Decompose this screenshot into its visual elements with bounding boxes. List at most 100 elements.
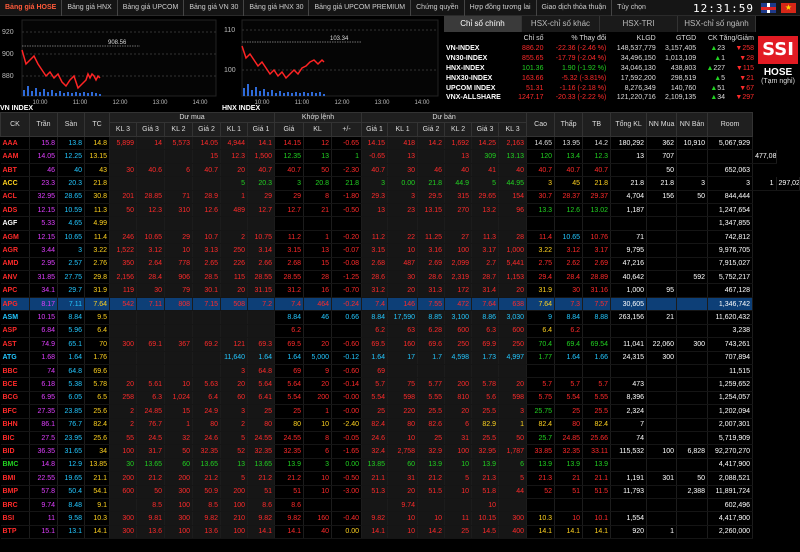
stock-row[interactable]: BBC 74 64.8 69.6 3 64.8 69 9 -0.60 69 11,515 xyxy=(0,364,800,379)
stock-symbol[interactable]: BBC xyxy=(0,364,30,379)
stock-row[interactable]: BIC 27.5 23.95 25.6 55 24.5 32 24.6 5 24.55 24.55 8… xyxy=(0,431,800,446)
col-header[interactable]: KL 3 xyxy=(498,122,528,137)
index-tab[interactable]: HSX-chỉ số ngành xyxy=(678,16,756,32)
col-header[interactable]: Giá 3 xyxy=(136,122,165,137)
stock-row[interactable]: ACL 32.95 28.65 30.8 201 28.85 71 28.9 1 29 29 8 -1.… xyxy=(0,190,800,205)
col-header[interactable]: Tổng KL xyxy=(610,112,648,137)
stock-symbol[interactable]: AGF xyxy=(0,216,30,231)
stock-symbol[interactable]: ACL xyxy=(0,190,30,205)
index-row[interactable]: VN30-INDEX 855.65 -17.79 (-2.04 %) 34,496,1… xyxy=(444,54,756,64)
stock-row[interactable]: ASM 10.15 8.84 9.5 8.84 46 0.66 8.84 17,590 8.85 3… xyxy=(0,310,800,325)
nav-item[interactable]: Bảng giá UPCOM PREMIUM xyxy=(309,0,412,16)
stock-symbol[interactable]: BFC xyxy=(0,404,30,419)
col-header[interactable]: NN Mua xyxy=(646,112,678,137)
stock-row[interactable]: BMI 22.55 19.65 21.1 200 21.2 200 21.2 5 21.2 21.2… xyxy=(0,471,800,486)
stock-symbol[interactable]: AST xyxy=(0,337,30,352)
uk-flag-icon[interactable] xyxy=(761,3,776,13)
nav-item[interactable]: Bảng giá HNX xyxy=(62,0,118,16)
nav-item[interactable]: Bảng giá VN 30 xyxy=(184,0,245,16)
nav-item[interactable]: Chứng quyền xyxy=(411,0,465,16)
col-header[interactable]: TC xyxy=(84,112,110,137)
stock-symbol[interactable]: BIC xyxy=(0,431,30,446)
stock-symbol[interactable]: BCG xyxy=(0,391,30,406)
index-row[interactable]: VN-INDEX 886.20 -22.36 (-2.46 %) 148,537,77… xyxy=(444,44,756,54)
stock-row[interactable]: BID 36.35 31.65 34 100 31.7 50 32.35 52 32.35 32.3… xyxy=(0,444,800,459)
stock-symbol[interactable]: AAA xyxy=(0,136,30,151)
col-header[interactable]: KL xyxy=(303,122,332,137)
stock-row[interactable]: APG 8.17 7.11 7.64 542 7.11 808 7.15 508 7.2 7.4 46… xyxy=(0,297,800,312)
stock-row[interactable]: ATG 1.68 1.64 1.76 11,640 1.64 1.64 5,000 -0.12 1… xyxy=(0,351,800,365)
stock-row[interactable]: BTP 15.1 13.1 14.1 300 13.6 100 13.6 100 14.1 14.1… xyxy=(0,525,800,540)
col-header[interactable]: KL 1 xyxy=(387,122,419,137)
stock-symbol[interactable]: BMI xyxy=(0,471,30,486)
stock-row[interactable]: AAM 14.05 12.25 13.15 15 12.3 1,500 12.35 13 1 -0.… xyxy=(0,149,800,164)
col-header[interactable]: Giá 2 xyxy=(192,122,221,137)
stock-row[interactable]: AST 74.9 65.1 70 300 69.1 367 69.2 121 69.3 69.5 20… xyxy=(0,337,800,352)
col-header[interactable]: KL 1 xyxy=(220,122,248,137)
stock-row[interactable]: BSI 11 9.58 10.3 300 9.81 300 9.82 210 9.82 9.82 16… xyxy=(0,511,800,526)
stock-row[interactable]: BCG 6.95 6.05 6.5 258 6.3 1,024 6.4 60 6.41 5.54 20… xyxy=(0,391,800,406)
stock-row[interactable]: AMD 2.95 2.57 2.76 350 2.64 778 2.65 226 2.66 2.68… xyxy=(0,257,800,272)
nav-item[interactable]: Bảng giá HOSE xyxy=(0,0,63,16)
stock-symbol[interactable]: ASM xyxy=(0,310,30,325)
index-tab[interactable]: Chỉ số chính xyxy=(444,16,522,32)
stock-symbol[interactable]: BSI xyxy=(0,511,30,526)
stock-row[interactable]: APC 34.1 29.7 31.9 119 30 79 30.1 20 31.15 31.2 16-… xyxy=(0,283,800,298)
stock-symbol[interactable]: ABT xyxy=(0,163,30,178)
stock-symbol[interactable]: ANV xyxy=(0,270,30,285)
stock-symbol[interactable]: AGR xyxy=(0,243,30,258)
stock-symbol[interactable]: BID xyxy=(0,444,30,459)
stock-symbol[interactable]: APG xyxy=(0,297,30,312)
stock-symbol[interactable]: AMD xyxy=(0,257,30,272)
group-header-matched[interactable]: Khớp lệnh xyxy=(273,112,363,123)
stock-symbol[interactable]: BHN xyxy=(0,418,30,432)
nav-item[interactable]: Bảng giá UPCOM xyxy=(118,0,185,16)
stock-row[interactable]: ADS 12.15 10.59 11.3 50 12.3 310 12.6 489 12.7 12.… xyxy=(0,203,800,218)
index-row[interactable]: UPCOM INDEX 51.31 -1.16 (-2.18 %) 8,276,349… xyxy=(444,83,756,93)
col-header[interactable]: Giá 2 xyxy=(417,122,446,137)
stock-symbol[interactable]: AGM xyxy=(0,230,30,245)
stock-symbol[interactable]: ATG xyxy=(0,351,30,365)
stock-row[interactable]: BCE 6.18 5.38 5.78 20 5.61 10 5.63 20 5.64 5.64 20-… xyxy=(0,377,800,392)
col-header[interactable]: Giá xyxy=(274,122,304,137)
stock-row[interactable]: AGR 3.44 3 3.22 1,522 3.12 10 3.13 250 3.14 3.15 13… xyxy=(0,243,800,258)
stock-row[interactable]: ASP 6.84 5.96 6.4 6.2 6.2 63 6.28 600 6.3 600 6.4 6.… xyxy=(0,324,800,339)
stock-symbol[interactable]: BMP xyxy=(0,485,30,499)
stock-symbol[interactable]: BCE xyxy=(0,377,30,392)
stock-symbol[interactable]: AAM xyxy=(0,149,30,164)
stock-symbol[interactable]: BMC xyxy=(0,458,30,473)
stock-row[interactable]: AAA 15.8 13.8 14.8 5,899 14 5,573 14.05 4,944 14.… xyxy=(0,136,800,151)
col-header[interactable]: Trần xyxy=(29,112,58,137)
nav-item[interactable]: Tùy chọn xyxy=(617,3,646,11)
nav-item[interactable]: Giao dịch thỏa thuận xyxy=(537,0,613,16)
stock-row[interactable]: BRC 9.74 8.48 9.1 8.5 100 8.5 100 8.6 8.6 9.74 10 60… xyxy=(0,498,800,513)
stock-symbol[interactable]: BRC xyxy=(0,498,30,513)
index-row[interactable]: HNX30-INDEX 163.66 -5.32 (-3.81%) 17,592,20… xyxy=(444,73,756,83)
group-header-asks[interactable]: Dư bán xyxy=(361,112,528,123)
col-header[interactable]: Sàn xyxy=(57,112,85,137)
stock-symbol[interactable]: ACC xyxy=(0,176,30,191)
col-header[interactable]: TB xyxy=(582,112,612,137)
stock-row[interactable]: ANV 31.85 27.75 29.8 2,156 28.4 906 28.5 115 28.5… xyxy=(0,270,800,285)
stock-symbol[interactable]: APC xyxy=(0,283,30,298)
stock-row[interactable]: ACC 23.3 20.3 21.8 5 20.3 3 20.8 21.8 3 0.00 21.8 44… xyxy=(0,176,800,191)
col-header[interactable]: CK xyxy=(0,112,30,137)
group-header-bids[interactable]: Dư mua xyxy=(109,112,275,123)
col-header[interactable]: +/- xyxy=(330,122,363,137)
col-header[interactable]: Giá 1 xyxy=(361,122,389,137)
col-header[interactable]: Cao xyxy=(526,112,556,137)
stock-row[interactable]: AGM 12.15 10.65 11.4 246 10.65 29 10.7 2 10.75 11.… xyxy=(0,230,800,245)
col-header[interactable]: KL 2 xyxy=(164,122,193,137)
nav-item[interactable]: Hợp đồng tương lai xyxy=(465,0,537,16)
col-header[interactable]: Giá 3 xyxy=(471,122,500,137)
stock-symbol[interactable]: BTP xyxy=(0,525,30,540)
col-header[interactable]: Giá 1 xyxy=(247,122,275,137)
stock-symbol[interactable]: ASP xyxy=(0,324,30,339)
stock-row[interactable]: BFC 27.35 23.85 25.6 2 24.85 15 24.9 3 25 25 1 -0.00… xyxy=(0,404,800,419)
col-header[interactable]: Room xyxy=(707,112,754,137)
col-header[interactable]: KL 2 xyxy=(444,122,473,137)
index-row[interactable]: HNX-INDEX 101.36 1.90 (-1.92 %) 34,046,130 4… xyxy=(444,64,756,74)
stock-row[interactable]: BMP 57.8 50.4 54.1 600 50 300 50.9 200 51 51 10 -3.0… xyxy=(0,485,800,499)
stock-row[interactable]: ABT 46 40 43 30 40.6 6 40.7 20 40.7 40.7 50 -2.30 40.… xyxy=(0,163,800,178)
stock-symbol[interactable]: ADS xyxy=(0,203,30,218)
